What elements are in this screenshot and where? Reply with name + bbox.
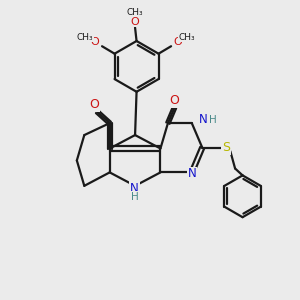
Text: N: N — [130, 182, 139, 195]
Text: CH₃: CH₃ — [127, 8, 143, 16]
Text: O: O — [131, 16, 140, 27]
Text: O: O — [89, 98, 99, 111]
Text: H: H — [130, 192, 138, 202]
Text: N: N — [188, 167, 196, 180]
Text: O: O — [91, 38, 100, 47]
Text: CH₃: CH₃ — [76, 33, 93, 42]
Text: O: O — [174, 38, 182, 47]
Text: O: O — [169, 94, 179, 107]
Text: N: N — [199, 113, 208, 126]
Text: CH₃: CH₃ — [178, 33, 195, 42]
Text: H: H — [209, 115, 217, 124]
Text: S: S — [222, 141, 230, 154]
